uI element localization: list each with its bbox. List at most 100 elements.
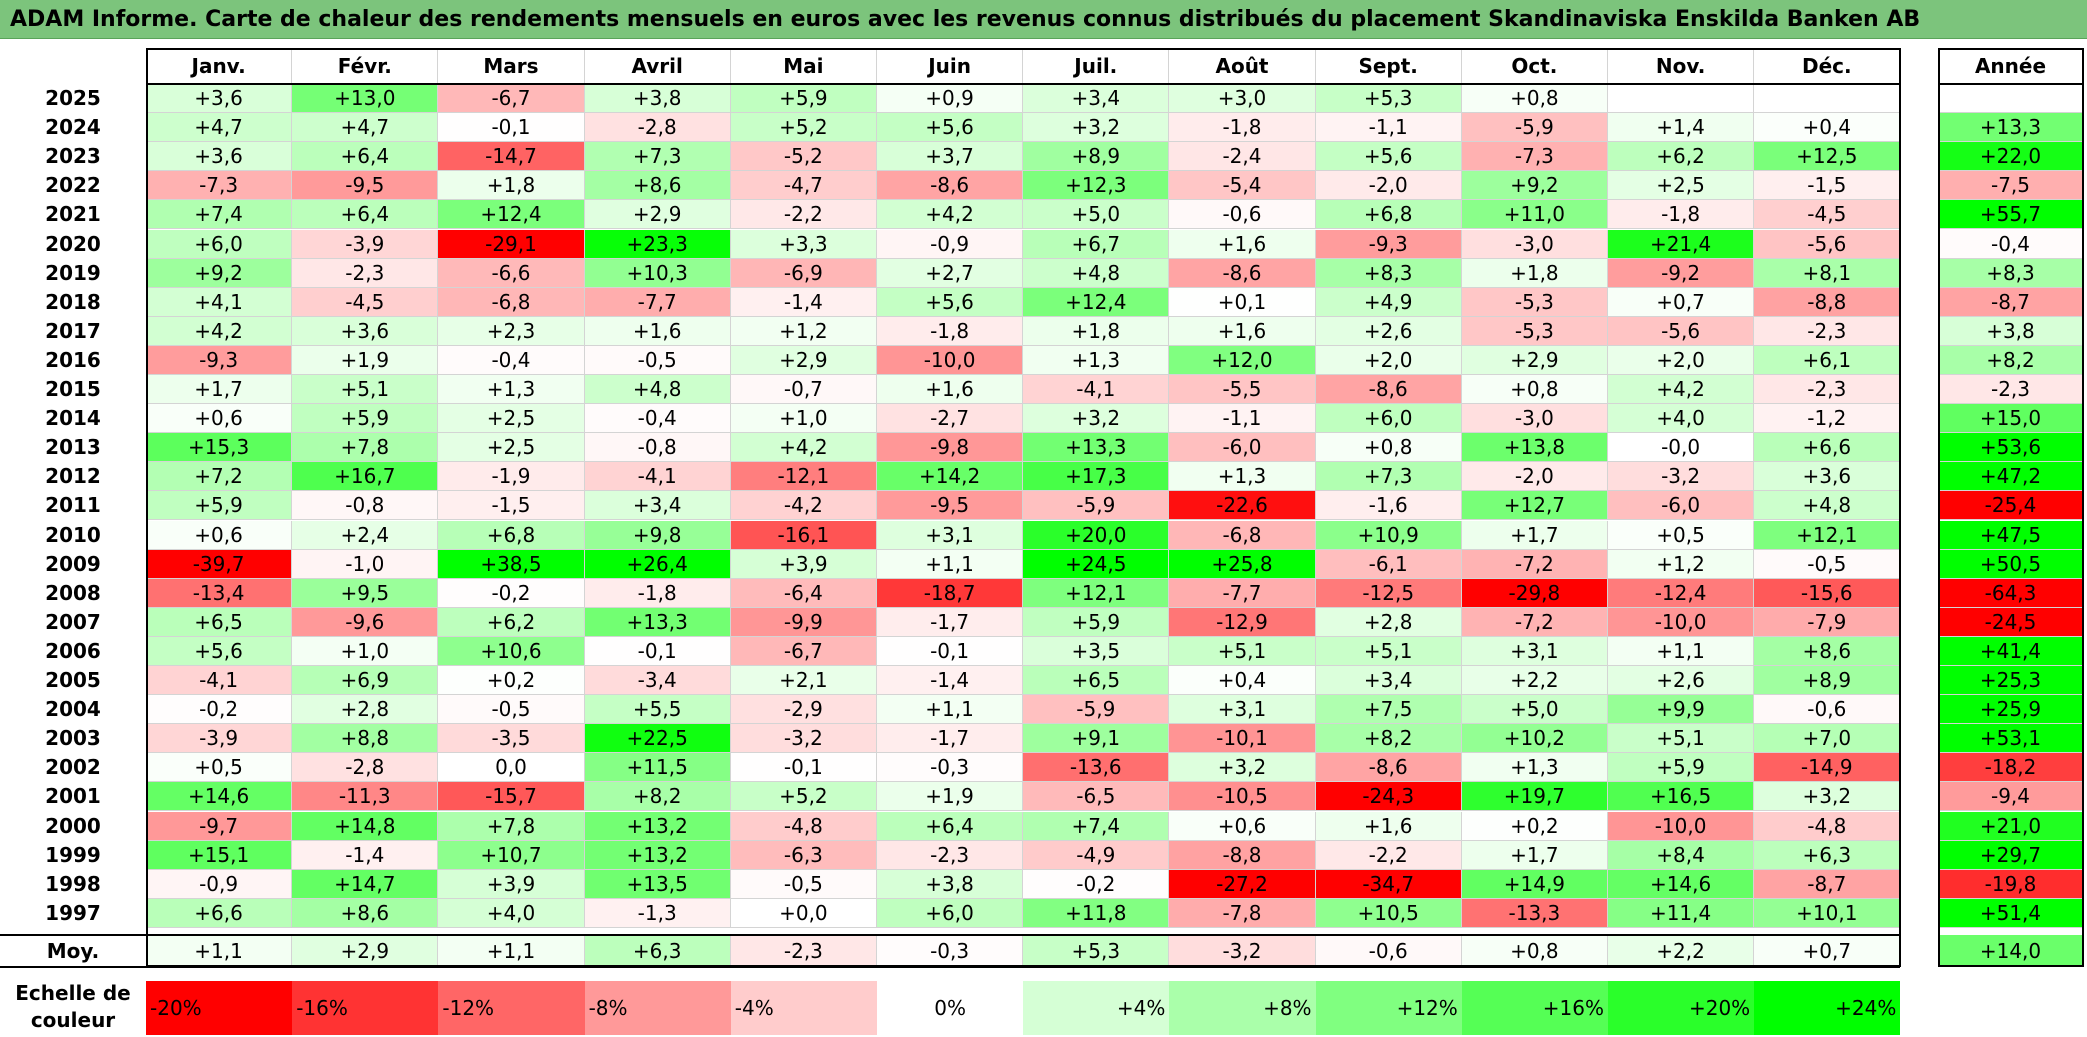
heatmap-cell: -1,8 <box>1608 200 1755 230</box>
heatmap-cell: +2,5 <box>438 404 585 434</box>
heatmap-cell: +3,4 <box>584 491 731 521</box>
heatmap-cell: +13,2 <box>584 811 731 841</box>
heatmap-cell: +3,9 <box>438 869 585 899</box>
heatmap-cell: -6,7 <box>438 84 585 114</box>
month-header: Janv. <box>146 48 293 84</box>
heatmap-cell: +3,7 <box>877 142 1024 172</box>
heatmap-cell: -10,1 <box>1169 724 1316 754</box>
heatmap-cell: -3,2 <box>1608 462 1755 492</box>
heatmap-cell: +14,9 <box>1461 869 1608 899</box>
annual-cell: +8,3 <box>1938 258 2084 288</box>
row-year-label: 2014 <box>0 404 146 434</box>
heatmap-cell: -9,8 <box>877 433 1024 463</box>
heatmap-cell: +9,1 <box>1023 724 1170 754</box>
heatmap-cell: +2,2 <box>1461 666 1608 696</box>
row-year-label: 2012 <box>0 462 146 492</box>
heatmap-cell: -6,3 <box>730 840 877 870</box>
heatmap-cell: -5,2 <box>730 142 877 172</box>
heatmap-cell: +1,9 <box>877 782 1024 812</box>
heatmap-cell: +14,8 <box>292 811 439 841</box>
heatmap-cell: -4,9 <box>1023 840 1170 870</box>
heatmap-cell: +6,5 <box>146 607 293 637</box>
heatmap-cell: -13,6 <box>1023 753 1170 783</box>
annual-cell: -7,5 <box>1938 171 2084 201</box>
heatmap-cell: -5,4 <box>1169 171 1316 201</box>
heatmap-cell: -4,8 <box>1754 811 1901 841</box>
heatmap-cell: +38,5 <box>438 549 585 579</box>
heatmap-cell: +5,5 <box>584 695 731 725</box>
row-year-label: 2019 <box>0 258 146 288</box>
heatmap-cell: +0,6 <box>146 520 293 550</box>
heatmap-cell: +2,5 <box>1608 171 1755 201</box>
heatmap-cell: +13,5 <box>584 869 731 899</box>
heatmap-cell: +16,5 <box>1608 782 1755 812</box>
row-year-label: 2024 <box>0 113 146 143</box>
heatmap-cell: +12,0 <box>1169 345 1316 375</box>
heatmap-cell: -7,2 <box>1461 607 1608 637</box>
heatmap-cell: -3,5 <box>438 724 585 754</box>
heatmap-cell: -0,0 <box>1608 433 1755 463</box>
month-header: Juil. <box>1023 48 1170 84</box>
heatmap-cell: +1,6 <box>1169 229 1316 259</box>
heatmap-cell: +11,5 <box>584 753 731 783</box>
heatmap-cell: +1,0 <box>292 636 439 666</box>
average-cell: +2,9 <box>292 935 439 967</box>
heatmap-cell: -29,8 <box>1461 578 1608 608</box>
heatmap-cell: +7,8 <box>292 433 439 463</box>
heatmap-cell: +12,1 <box>1023 578 1170 608</box>
month-header: Oct. <box>1461 48 1608 84</box>
heatmap-cell: +6,6 <box>146 898 293 928</box>
heatmap-cell: +10,2 <box>1461 724 1608 754</box>
heatmap-cell: +10,7 <box>438 840 585 870</box>
average-cell: -2,3 <box>730 935 877 967</box>
heatmap-cell: +13,3 <box>1023 433 1170 463</box>
heatmap-cell: -22,6 <box>1169 491 1316 521</box>
annual-cell: -19,8 <box>1938 869 2084 899</box>
heatmap-cell: +6,4 <box>877 811 1024 841</box>
heatmap-cell <box>1754 84 1901 114</box>
heatmap-cell: -24,3 <box>1315 782 1462 812</box>
heatmap-cell: -6,1 <box>1315 549 1462 579</box>
heatmap-cell: +5,1 <box>1608 724 1755 754</box>
month-header: Févr. <box>292 48 439 84</box>
heatmap-cell: +0,5 <box>1608 520 1755 550</box>
row-year-label: 2010 <box>0 520 146 550</box>
color-scale-swatch: +8% <box>1169 981 1316 1035</box>
month-header: Juin <box>877 48 1024 84</box>
heatmap-cell: -10,0 <box>877 345 1024 375</box>
heatmap-cell: +0,6 <box>1169 811 1316 841</box>
heatmap-cell: -9,2 <box>1608 258 1755 288</box>
heatmap-cell: -1,7 <box>877 607 1024 637</box>
row-year-label: 1999 <box>0 840 146 870</box>
heatmap-cell: +1,8 <box>438 171 585 201</box>
heatmap-cell: +5,2 <box>730 113 877 143</box>
heatmap-cell: -7,3 <box>1461 142 1608 172</box>
heatmap-cell: +5,9 <box>730 84 877 114</box>
color-scale-swatch: +24% <box>1754 981 1901 1035</box>
heatmap-cell: -12,4 <box>1608 578 1755 608</box>
row-year-label: 2002 <box>0 753 146 783</box>
heatmap-cell: +6,8 <box>438 520 585 550</box>
heatmap-cell: -1,8 <box>584 578 731 608</box>
heatmap-cell: +12,4 <box>438 200 585 230</box>
heatmap-cell: -6,7 <box>730 636 877 666</box>
heatmap-cell: -2,3 <box>877 840 1024 870</box>
heatmap-cell: +1,8 <box>1461 258 1608 288</box>
heatmap-cell: -9,5 <box>877 491 1024 521</box>
heatmap-cell: +3,6 <box>1754 462 1901 492</box>
heatmap-cell: +5,3 <box>1315 84 1462 114</box>
heatmap-cell: -2,3 <box>1754 375 1901 405</box>
row-year-label: 2022 <box>0 171 146 201</box>
heatmap-cell: -12,5 <box>1315 578 1462 608</box>
heatmap-cell: -6,6 <box>438 258 585 288</box>
heatmap-cell: +12,1 <box>1754 520 1901 550</box>
heatmap-cell: +13,3 <box>584 607 731 637</box>
month-header: Sept. <box>1315 48 1462 84</box>
heatmap-cell: +6,4 <box>292 142 439 172</box>
heatmap-cell: +8,2 <box>584 782 731 812</box>
heatmap-cell: +1,2 <box>730 316 877 346</box>
heatmap-cell: -2,3 <box>1754 316 1901 346</box>
heatmap-cell: +4,0 <box>438 898 585 928</box>
heatmap-cell: +6,8 <box>1315 200 1462 230</box>
heatmap-cell: -1,1 <box>1315 113 1462 143</box>
